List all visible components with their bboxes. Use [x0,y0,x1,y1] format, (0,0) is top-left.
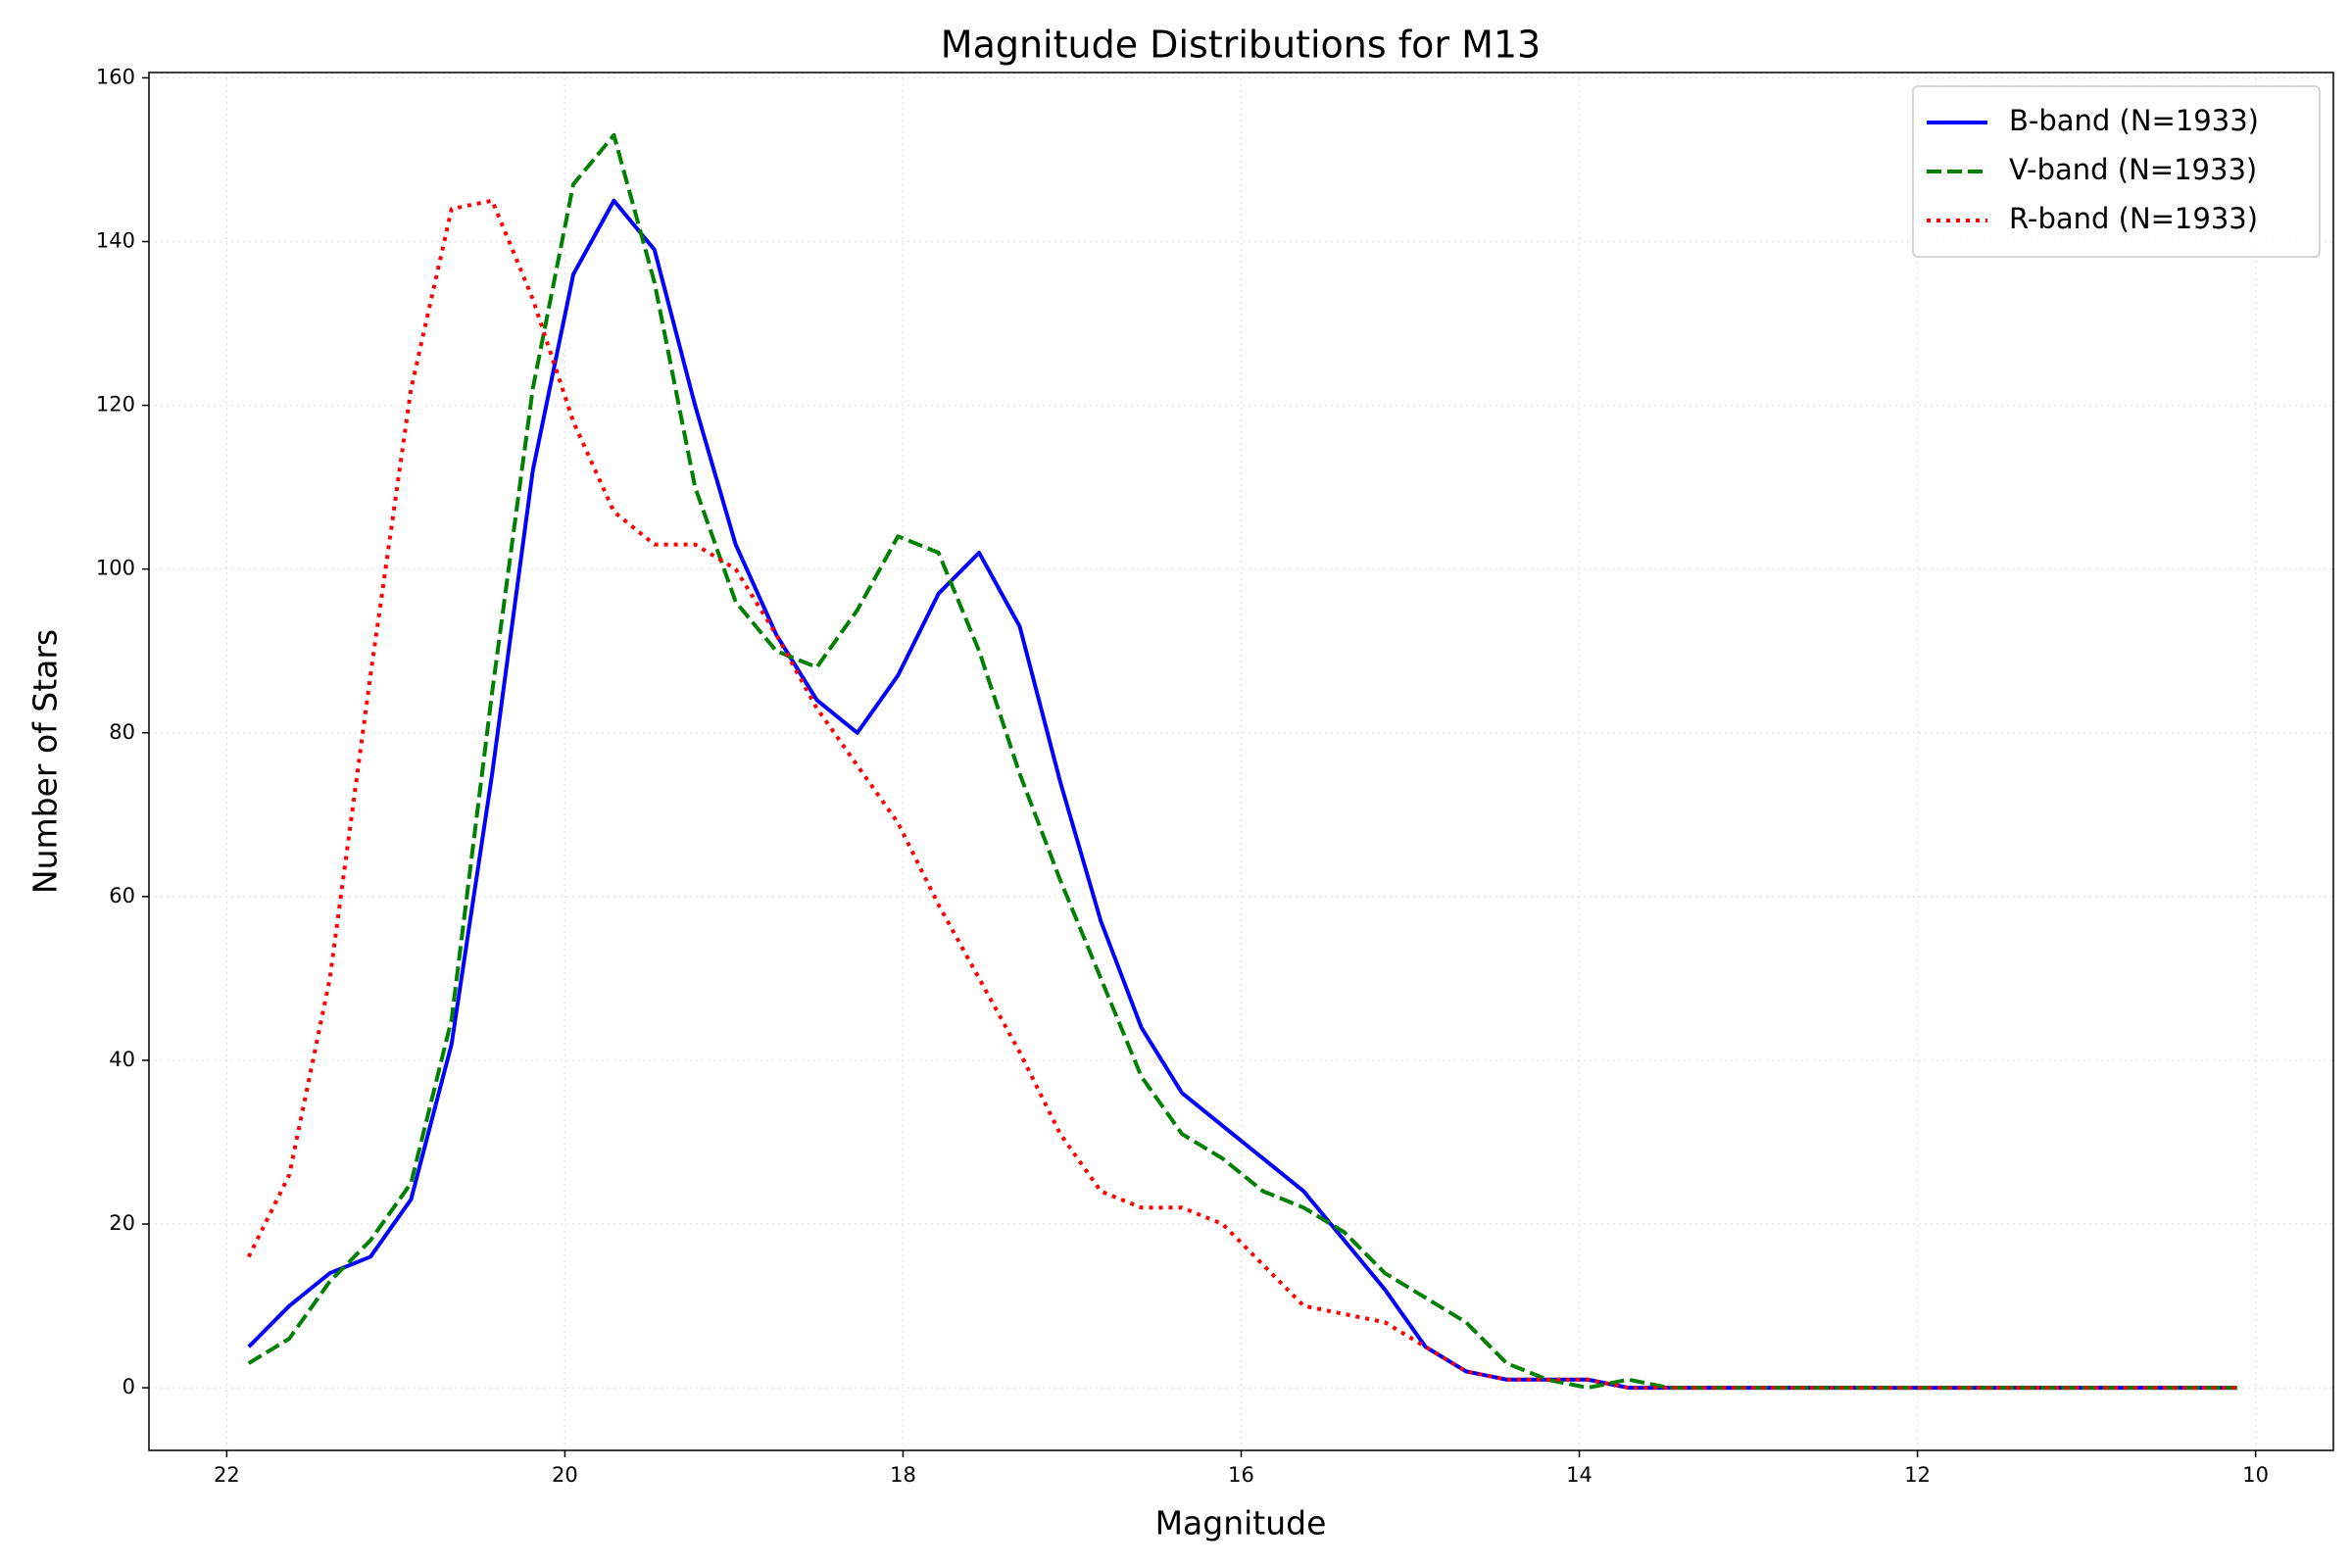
legend-box [1912,85,2321,258]
legend: B-band (N=1933) V-band (N=1933) R-band (N=… [1912,85,2321,258]
data-line [247,132,2237,1391]
y-tick-label: 120 [96,393,135,416]
legend-label: V-band (N=1933) [2009,153,2257,186]
x-tick-label: 14 [1566,1463,1592,1487]
legend-label: R-band (N=1933) [2009,202,2258,235]
data-line [247,198,2237,1391]
data-line [246,198,2237,1391]
x-tick-label: 10 [2242,1463,2269,1487]
y-tick-label: 140 [96,229,135,253]
y-axis-label: Number of Stars [26,629,65,894]
y-tick-label: 0 [122,1375,135,1398]
y-tick-label: 80 [109,720,135,744]
x-tick-label: 22 [214,1463,240,1487]
x-tick-label: 20 [552,1463,578,1487]
x-axis-label: Magnitude [1155,1504,1327,1543]
plot-frame [148,72,2334,1451]
x-tick-label: 16 [1228,1463,1254,1487]
x-tick-label: 18 [890,1463,916,1487]
x-tick-label: 12 [1904,1463,1931,1487]
y-tick-label: 100 [96,557,135,580]
y-tick-label: 40 [109,1048,135,1071]
legend-label: B-band (N=1933) [2009,104,2259,137]
y-tick-label: 20 [109,1211,135,1235]
y-tick-label: 60 [109,884,135,907]
y-tick-label: 160 [96,65,135,88]
chart-title: Magnitude Distributions for M13 [941,24,1541,67]
